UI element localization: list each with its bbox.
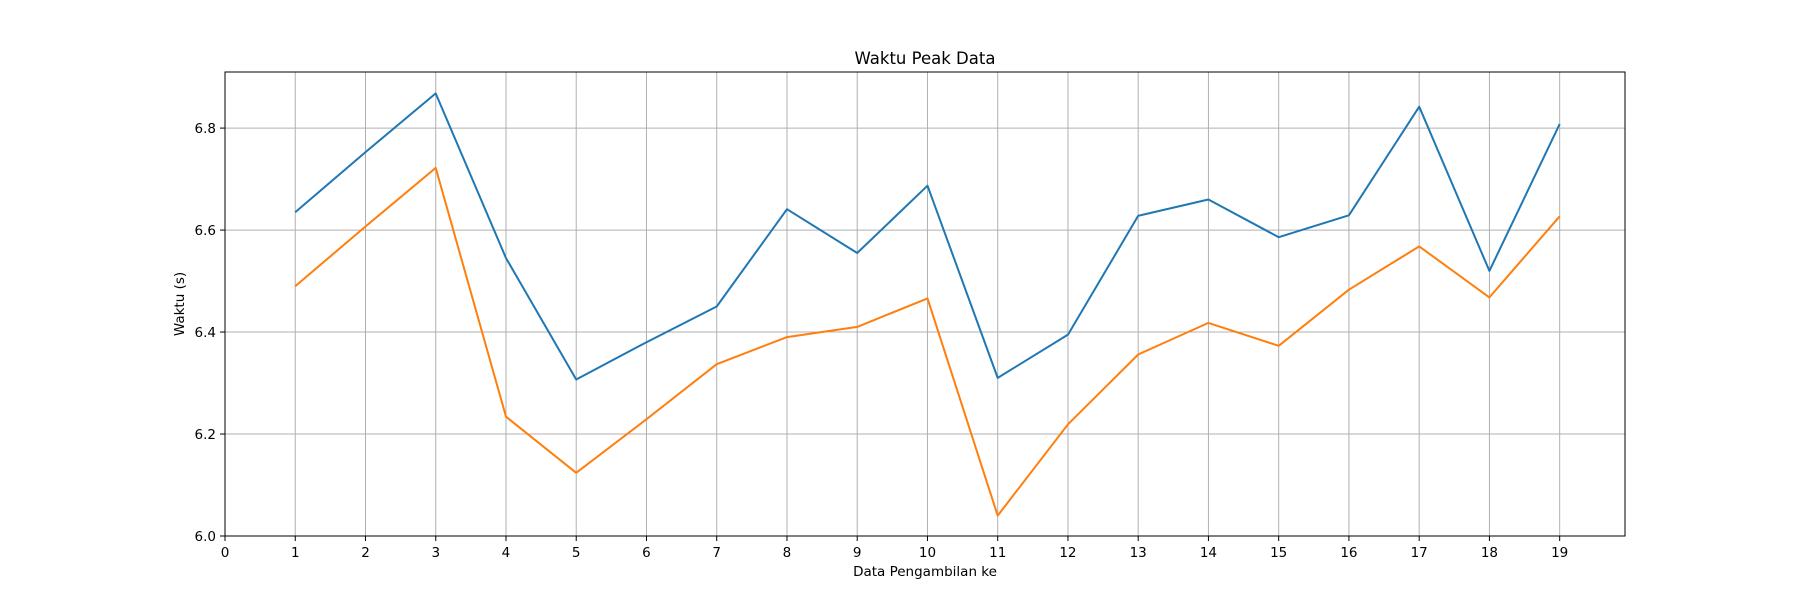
x-tick-label: 4 (502, 545, 511, 561)
series-line-2 (294, 166, 1561, 517)
x-tick-label: 16 (1340, 545, 1357, 561)
y-tick-label: 6.8 (195, 121, 216, 137)
y-axis-label: Waktu (s) (172, 272, 188, 336)
y-tick-label: 6.4 (195, 325, 216, 341)
x-tick-label: 7 (712, 545, 721, 561)
y-tick-label: 6.2 (195, 427, 216, 443)
x-tick-label: 1 (291, 545, 300, 561)
chart-title: Waktu Peak Data (855, 49, 996, 68)
x-tick-label: 14 (1200, 545, 1217, 561)
grid-lines (224, 72, 1625, 537)
x-tick-label: 8 (783, 545, 792, 561)
x-tick-label: 13 (1130, 545, 1147, 561)
x-tick-label: 17 (1411, 545, 1428, 561)
series-line-1 (294, 92, 1561, 381)
x-tick-label: 5 (572, 545, 581, 561)
x-tick-label: 19 (1551, 545, 1568, 561)
x-tick-label: 6 (642, 545, 651, 561)
x-tick-label: 18 (1481, 545, 1498, 561)
x-tick-label: 9 (853, 545, 862, 561)
x-tick-label: 15 (1270, 545, 1287, 561)
x-tick-label: 0 (221, 545, 230, 561)
plot-frame (224, 71, 1626, 537)
x-tick-label: 11 (989, 545, 1006, 561)
series-lines (294, 92, 1561, 517)
axis-ticks: 0 1 2 3 4 5 6 7 8 9 10 11 12 13 14 15 16 17 18 196.06.26.46… (195, 121, 1569, 561)
x-tick-label: 3 (431, 545, 440, 561)
x-tick-label: 12 (1059, 545, 1076, 561)
y-tick-label: 6.6 (195, 223, 216, 239)
x-tick-label: 10 (919, 545, 936, 561)
x-axis-label: Data Pengambilan ke (853, 564, 997, 580)
x-tick-label: 2 (361, 545, 370, 561)
y-tick-label: 6.0 (195, 529, 216, 545)
